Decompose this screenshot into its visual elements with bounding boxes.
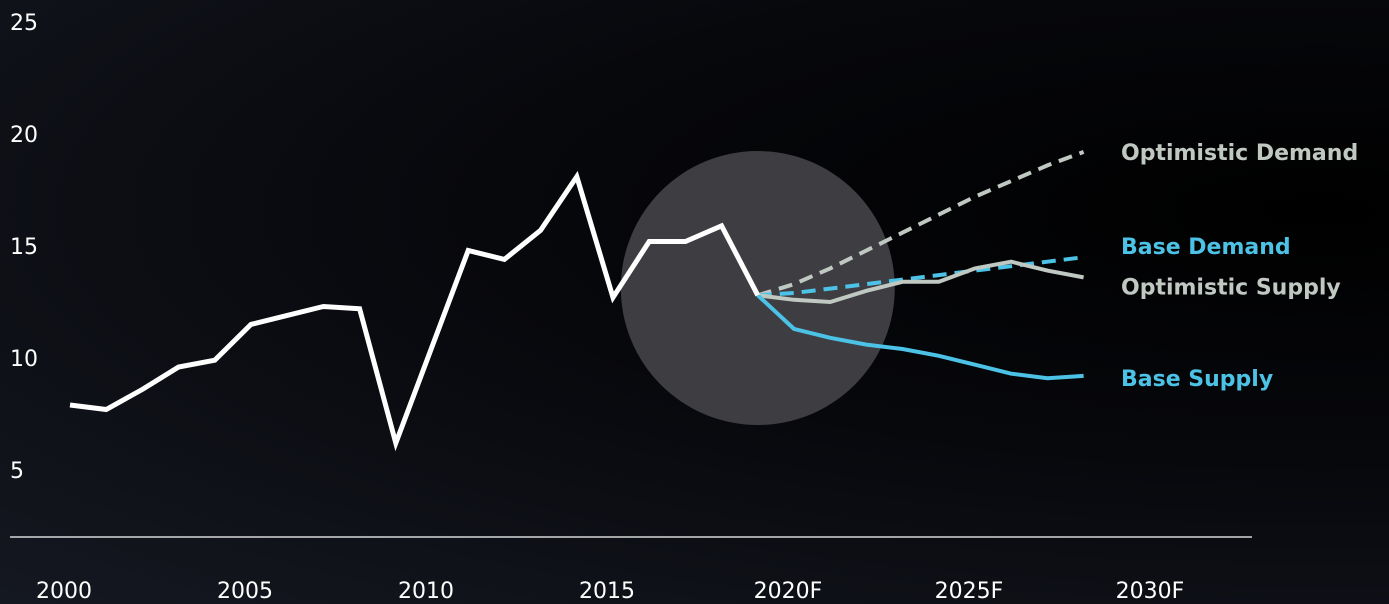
x-tick-label: 2000 [36,579,92,604]
y-tick-label: 15 [10,235,38,260]
y-tick-label: 10 [10,347,38,372]
y-tick-label: 25 [10,11,38,36]
x-tick-label: 2015 [579,579,635,604]
series-lines [69,150,1085,452]
x-tick-label: 2010 [398,579,454,604]
series-line-base-demand [757,255,1084,298]
x-tick-label: 2005 [217,579,273,604]
legend: Optimistic Demand Base Demand Optimistic S… [1121,141,1358,392]
x-tick-label: 2020F [754,579,823,604]
series-line-base-supply [756,293,1084,381]
series-line-optimistic-demand [757,150,1085,298]
y-axis-ticks: 5 10 15 20 25 [10,11,38,484]
legend-label-optimistic-supply: Optimistic Supply [1121,275,1341,300]
x-tick-label: 2025F [935,579,1004,604]
series-line-historical [69,170,761,452]
highlight-circle [620,151,895,425]
series-line-optimistic-supply [757,259,1084,305]
legend-label-optimistic-demand: Optimistic Demand [1121,141,1358,166]
y-tick-label: 20 [10,123,38,148]
x-tick-label: 2030F [1116,579,1185,604]
y-tick-label: 5 [10,459,24,484]
legend-label-base-demand: Base Demand [1121,235,1291,260]
x-axis-ticks: 2000 2005 2010 2015 2020F 2025F 2030F [36,579,1184,604]
legend-label-base-supply: Base Supply [1121,367,1273,392]
